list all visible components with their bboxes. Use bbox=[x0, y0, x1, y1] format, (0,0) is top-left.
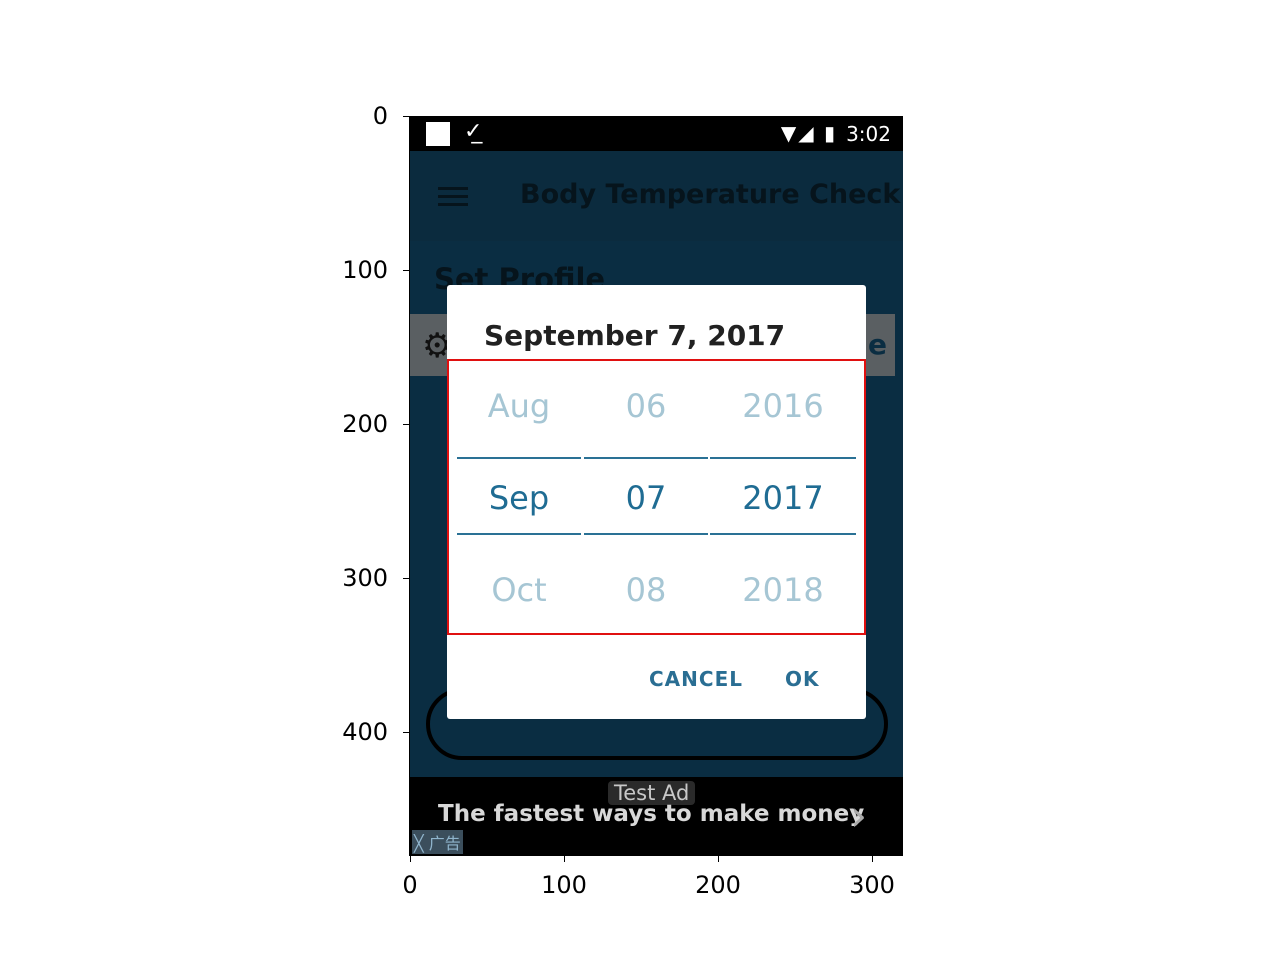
battery-icon: ▮ bbox=[823, 121, 837, 145]
ad-text[interactable]: The fastest ways to make money bbox=[438, 801, 865, 827]
app-toolbar: Body Temperature Check... bbox=[410, 151, 903, 241]
x-tick-label: 300 bbox=[849, 871, 895, 899]
y-tick-300 bbox=[403, 578, 410, 580]
x-tick-label: 200 bbox=[695, 871, 741, 899]
y-tick-label: 300 bbox=[342, 564, 388, 592]
month-current[interactable]: Sep bbox=[488, 479, 550, 517]
x-tick-200 bbox=[718, 855, 720, 862]
x-tick-label: 0 bbox=[402, 871, 418, 899]
cancel-button[interactable]: CANCEL bbox=[649, 667, 743, 691]
month-selection-line-top bbox=[457, 457, 581, 459]
x-tick-300 bbox=[872, 855, 874, 862]
x-tick-label: 100 bbox=[541, 871, 587, 899]
y-tick-0 bbox=[403, 116, 410, 118]
y-tick-label: 0 bbox=[372, 102, 388, 130]
year-spinner[interactable]: 2016 2017 2018 bbox=[710, 361, 856, 637]
year-selection-line-bottom bbox=[710, 533, 856, 535]
signal-icon: ◢ bbox=[798, 121, 816, 145]
year-prev[interactable]: 2016 bbox=[742, 387, 824, 425]
phone-screen: ✓̲ ▼◢ ▮ 3:02 Body Temperature Check... S… bbox=[410, 116, 903, 855]
date-spinner[interactable]: Aug Sep Oct 06 07 08 2016 2017 2018 bbox=[447, 359, 866, 635]
month-spinner[interactable]: Aug Sep Oct bbox=[457, 361, 581, 637]
ad-close-button[interactable]: ╳ 广告 bbox=[412, 830, 463, 854]
check-download-icon: ✓̲ bbox=[464, 119, 483, 144]
year-current[interactable]: 2017 bbox=[742, 479, 824, 517]
day-prev[interactable]: 06 bbox=[625, 387, 667, 425]
y-axis-spine bbox=[409, 116, 411, 856]
dialog-date-header: September 7, 2017 bbox=[484, 319, 786, 352]
y-tick-label: 200 bbox=[342, 410, 388, 438]
status-bar: ✓̲ ▼◢ ▮ 3:02 bbox=[410, 116, 903, 151]
x-tick-0 bbox=[410, 855, 412, 862]
month-prev[interactable]: Aug bbox=[487, 387, 551, 425]
x-tick-100 bbox=[564, 855, 566, 862]
month-next[interactable]: Oct bbox=[491, 571, 547, 609]
notification-square-icon bbox=[426, 122, 450, 146]
hamburger-menu-icon[interactable] bbox=[438, 187, 468, 207]
dialog-actions: CANCEL OK bbox=[447, 655, 866, 705]
app-title: Body Temperature Check... bbox=[520, 179, 903, 210]
ad-banner[interactable]: Test Ad The fastest ways to make money ›… bbox=[410, 777, 903, 855]
y-tick-400 bbox=[403, 732, 410, 734]
ad-label: Test Ad bbox=[608, 781, 696, 805]
day-spinner[interactable]: 06 07 08 bbox=[584, 361, 708, 637]
year-selection-line-top bbox=[710, 457, 856, 459]
date-picker-dialog: September 7, 2017 Aug Sep Oct 06 07 08 2… bbox=[447, 285, 866, 719]
y-tick-100 bbox=[403, 270, 410, 272]
month-selection-line-bottom bbox=[457, 533, 581, 535]
ok-button[interactable]: OK bbox=[785, 667, 820, 691]
y-tick-label: 400 bbox=[342, 718, 388, 746]
wifi-signal-battery-icons: ▼◢ ▮ bbox=[781, 121, 837, 145]
year-next[interactable]: 2018 bbox=[742, 571, 824, 609]
day-selection-line-top bbox=[584, 457, 708, 459]
x-axis-spine bbox=[409, 855, 903, 857]
status-time: 3:02 bbox=[846, 122, 891, 146]
wifi-icon: ▼ bbox=[780, 121, 799, 145]
chevron-right-icon[interactable]: › bbox=[850, 791, 867, 840]
day-selection-line-bottom bbox=[584, 533, 708, 535]
settings-bar-text: e bbox=[868, 328, 887, 361]
day-next[interactable]: 08 bbox=[625, 571, 667, 609]
y-tick-200 bbox=[403, 424, 410, 426]
y-tick-label: 100 bbox=[342, 256, 388, 284]
day-current[interactable]: 07 bbox=[625, 479, 667, 517]
